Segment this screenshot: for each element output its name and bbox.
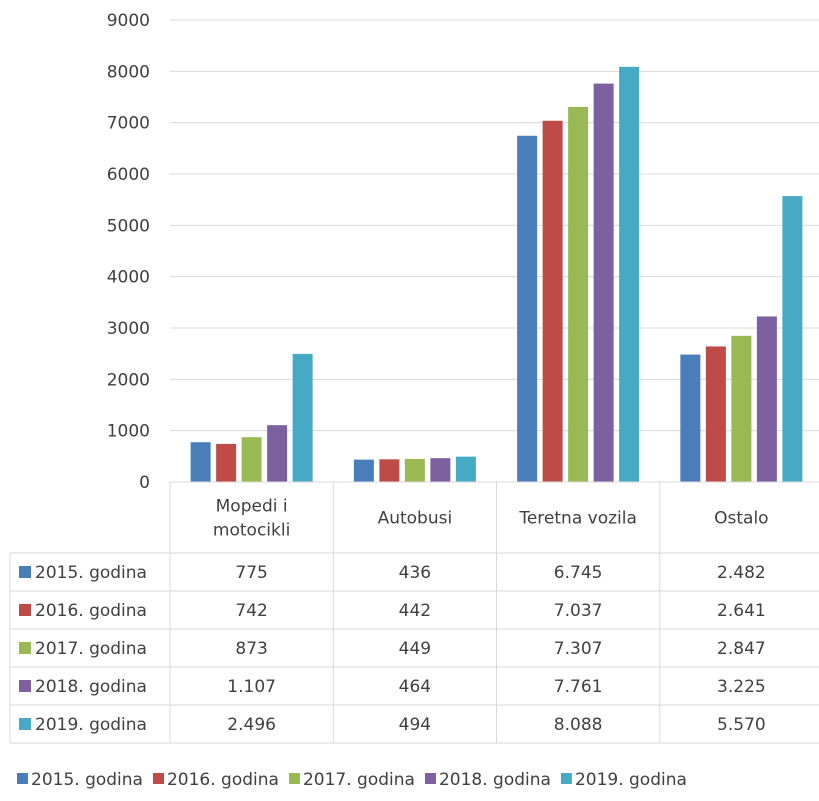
y-tick-label: 8000 (107, 62, 150, 82)
y-tick-label: 4000 (107, 268, 150, 288)
bar (353, 459, 374, 482)
y-tick-label: 7000 (107, 114, 150, 134)
bar (680, 354, 701, 482)
y-axis: 0 1000 2000 3000 4000 5000 6000 7000 8000 9000 (107, 11, 150, 493)
legend-label: 2015. godina (31, 770, 143, 790)
table-series-key (19, 718, 31, 730)
legend-swatch (424, 773, 436, 784)
y-tick-label: 0 (139, 473, 150, 493)
table-series-name: 2016. godina (35, 601, 147, 621)
table-value: 3.225 (717, 677, 766, 697)
legend-swatch (288, 773, 300, 784)
bar (705, 346, 726, 482)
table-series-name: 2017. godina (35, 639, 147, 659)
bar (216, 443, 237, 482)
bar (756, 316, 777, 482)
table-value: 6.745 (554, 563, 603, 583)
y-tick-label: 5000 (107, 216, 150, 236)
table-value: 442 (399, 601, 431, 621)
category-label: Mopedi i (216, 497, 288, 517)
bar (292, 353, 313, 482)
table-value: 2.482 (717, 563, 766, 583)
table-value: 464 (399, 677, 431, 697)
table-series-key (19, 566, 31, 578)
category-label: Teretna vozila (518, 509, 637, 529)
y-tick-label: 6000 (107, 165, 150, 185)
bar (619, 66, 640, 482)
table-value: 1.107 (227, 677, 276, 697)
bar (267, 425, 288, 482)
bar (593, 83, 614, 483)
bar (517, 135, 538, 483)
table-value: 436 (399, 563, 431, 583)
bar (404, 458, 425, 482)
legend-label: 2016. godina (167, 770, 279, 790)
category-label: Ostalo (714, 509, 768, 529)
table-value: 775 (235, 563, 267, 583)
bar (430, 458, 451, 482)
bar (379, 459, 400, 482)
bar (568, 106, 589, 482)
legend-label: 2018. godina (439, 770, 551, 790)
table-series-key (19, 642, 31, 654)
table-value: 7.307 (554, 639, 603, 659)
y-tick-label: 1000 (107, 422, 150, 442)
y-tick-label: 2000 (107, 370, 150, 390)
table-value: 494 (399, 715, 431, 735)
legend-label: 2017. godina (303, 770, 415, 790)
table-value: 7.761 (554, 677, 603, 697)
table-value: 5.570 (717, 715, 766, 735)
legend-label: 2019. godina (575, 770, 687, 790)
bar (190, 442, 211, 482)
legend: 2015. godina 2016. godina 2017. godina 2018… (17, 770, 687, 790)
table-value: 873 (235, 639, 267, 659)
y-tick-label: 3000 (107, 319, 150, 339)
table-series-key (19, 680, 31, 692)
legend-swatch (17, 773, 28, 784)
bar (782, 196, 803, 482)
bar (731, 335, 752, 482)
table-series-key (19, 604, 31, 616)
bar (455, 456, 476, 482)
table-value: 449 (399, 639, 431, 659)
y-tick-label: 9000 (107, 11, 150, 31)
table-value: 2.847 (717, 639, 766, 659)
table-value: 2.641 (717, 601, 766, 621)
bar (241, 437, 262, 482)
table-series-name: 2018. godina (35, 677, 147, 697)
table-series-name: 2015. godina (35, 563, 147, 583)
table-value: 7.037 (554, 601, 603, 621)
table-value: 8.088 (554, 715, 603, 735)
bars (190, 66, 803, 483)
category-label: motocikli (213, 521, 290, 541)
data-table: Mopedi i motocikli Autobusi Teretna vozila O… (9, 481, 819, 744)
table-series-name: 2019. godina (35, 715, 147, 735)
gridlines (170, 19, 819, 432)
table-value: 2.496 (227, 715, 276, 735)
category-label: Autobusi (378, 509, 453, 529)
bar (542, 120, 563, 482)
legend-swatch (560, 773, 572, 784)
legend-swatch (152, 773, 164, 784)
table-value: 742 (235, 601, 267, 621)
